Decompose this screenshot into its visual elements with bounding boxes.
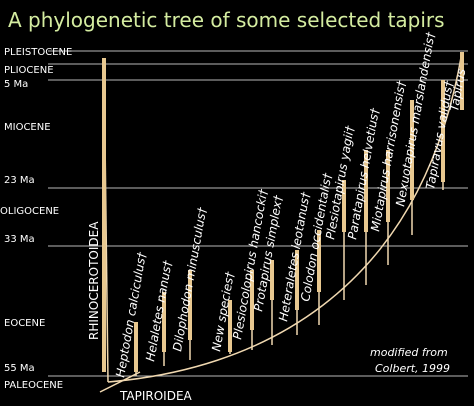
- time-label: MIOCENE: [4, 122, 51, 133]
- time-lines: [48, 50, 468, 377]
- caption-line: modified from: [370, 346, 448, 359]
- time-label: PLIOCENE: [4, 65, 54, 76]
- time-label: 33 Ma: [4, 234, 35, 245]
- time-label: 23 Ma: [4, 175, 35, 186]
- time-label: OLIGOCENE: [0, 206, 59, 217]
- outgroup-label: RHINOCEROTOIDEA: [87, 221, 101, 340]
- time-label: EOCENE: [4, 318, 45, 329]
- title: A phylogenetic tree of some selected tap…: [8, 8, 445, 32]
- taxon-label: New species†: [209, 270, 237, 353]
- caption-line: Colbert, 1999: [375, 362, 450, 375]
- time-label: PALEOCENE: [4, 380, 63, 391]
- time-label: PLEISTOCENE: [4, 47, 72, 58]
- taxon-label: Tapirus: [447, 68, 468, 113]
- tree-backbone: [107, 51, 463, 383]
- root-branch: [99, 371, 141, 393]
- time-label: 5 Ma: [4, 79, 28, 90]
- clade-label: TAPIROIDEA: [119, 389, 193, 403]
- time-label: 55 Ma: [4, 363, 35, 374]
